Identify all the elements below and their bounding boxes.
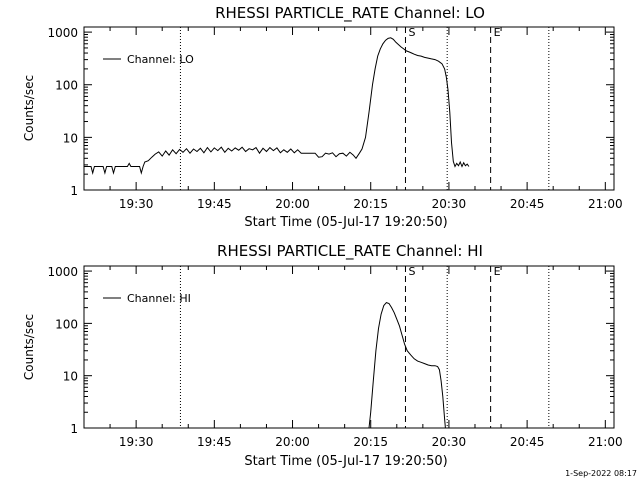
marker-label: E	[494, 265, 501, 278]
x-tick-label: 19:45	[197, 197, 232, 211]
x-tick-label: 19:45	[197, 435, 232, 449]
legend-label-hi: Channel: HI	[127, 292, 191, 305]
y-tick-label: 100	[55, 79, 78, 93]
x-tick-label: 19:30	[119, 435, 154, 449]
x-tick-label: 19:30	[119, 197, 154, 211]
plot-frame	[83, 26, 615, 191]
x-tick-label: 20:15	[353, 197, 388, 211]
x-tick-label: 20:30	[432, 197, 467, 211]
x-tick-label: 20:45	[510, 197, 545, 211]
series-line	[84, 37, 470, 175]
x-tick-label: 20:00	[275, 197, 310, 211]
x-axis-label-hi: Start Time (05-Jul-17 19:20:50)	[244, 454, 447, 469]
panel-lo: RHESSI PARTICLE_RATE Channel: LO Start T…	[22, 4, 623, 230]
panel-hi: RHESSI PARTICLE_RATE Channel: HI Start T…	[22, 242, 623, 469]
y-tick-label: 10	[63, 370, 78, 384]
chart-title-lo: RHESSI PARTICLE_RATE Channel: LO	[215, 4, 485, 23]
y-axis-label-hi: Counts/sec	[22, 314, 36, 380]
x-axis-label-lo: Start Time (05-Jul-17 19:20:50)	[244, 215, 447, 230]
series-line	[368, 302, 446, 429]
y-tick-label: 1000	[47, 265, 78, 279]
legend-label-lo: Channel: LO	[127, 53, 194, 66]
y-tick-label: 1000	[47, 26, 78, 40]
marker-label: S	[408, 26, 415, 39]
x-tick-label: 21:00	[588, 197, 623, 211]
chart-title-hi: RHESSI PARTICLE_RATE Channel: HI	[217, 242, 483, 261]
y-tick-label: 10	[63, 131, 78, 145]
plot-frame	[83, 265, 615, 429]
x-tick-label: 20:15	[353, 435, 388, 449]
y-tick-label: 100	[55, 317, 78, 331]
marker-label: E	[494, 26, 501, 39]
marker-label: S	[408, 265, 415, 278]
y-tick-label: 1	[70, 422, 78, 436]
x-tick-label: 20:45	[510, 435, 545, 449]
x-tick-label: 20:00	[275, 435, 310, 449]
x-tick-label: 20:30	[432, 435, 467, 449]
footer-timestamp: 1-Sep-2022 08:17	[565, 469, 637, 478]
y-axis-label-lo: Counts/sec	[22, 75, 36, 141]
x-tick-label: 21:00	[588, 435, 623, 449]
y-tick-label: 1	[70, 184, 78, 198]
